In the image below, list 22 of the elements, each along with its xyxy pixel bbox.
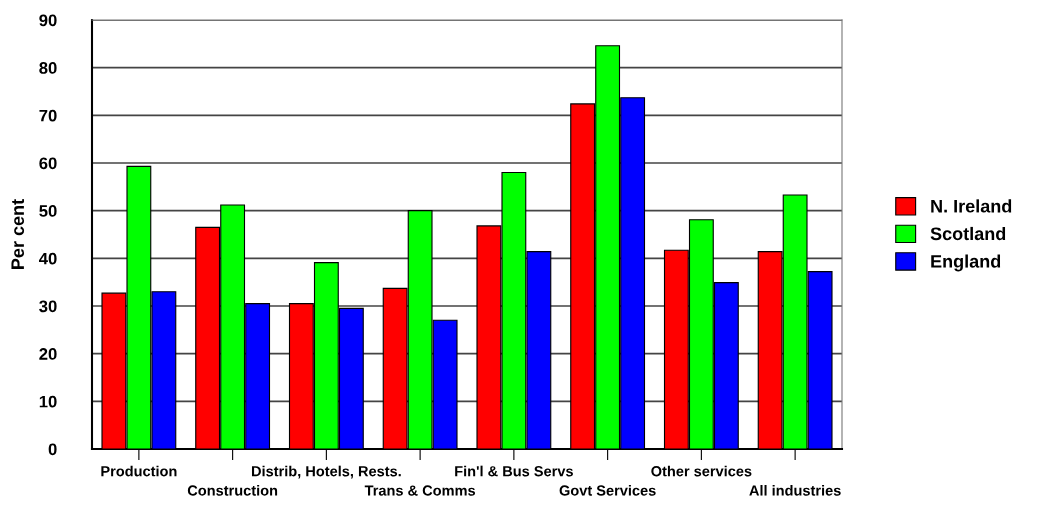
y-tick-label: 40 <box>38 252 57 265</box>
x-tick-label: Other services <box>651 465 752 477</box>
x-tick-label: Trans & Comms <box>364 485 476 496</box>
x-tick-label: Govt Services <box>559 484 656 496</box>
y-tick-label: 10 <box>39 395 57 408</box>
y-tick-label: 0 <box>48 443 57 456</box>
y-tick-label: 90 <box>39 14 57 27</box>
y-tick-label: 70 <box>39 109 57 122</box>
x-tick-label: Fin'l & Bus Servs <box>455 465 573 477</box>
legend-label: Scotland <box>930 226 1006 241</box>
x-tick-label: Production <box>101 465 177 477</box>
x-tick-label: Distrib, Hotels, Rests. <box>251 465 401 479</box>
y-tick-label: 30 <box>39 300 57 313</box>
y-axis-title: Per cent <box>11 199 25 269</box>
legend-label: N. Ireland <box>931 199 1012 213</box>
y-tick-label: 20 <box>39 348 57 360</box>
legend-label: England <box>931 254 1001 272</box>
y-tick-label: 50 <box>39 205 57 217</box>
x-tick-label: Construction <box>187 484 278 496</box>
x-tick-label: All industries <box>749 484 841 496</box>
y-tick-label: 60 <box>39 157 57 170</box>
y-tick-label: 80 <box>39 62 57 74</box>
